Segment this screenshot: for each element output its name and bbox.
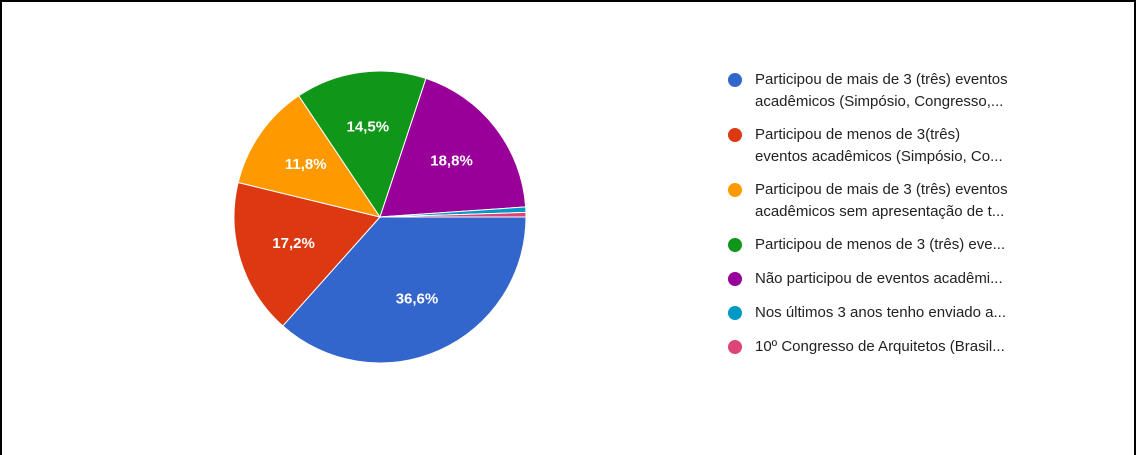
- legend-label: eventos acadêmicos (Simpósio, Co...: [755, 148, 1003, 165]
- legend-swatch: [728, 238, 742, 252]
- legend-label: Não participou de eventos acadêmi...: [755, 270, 1003, 287]
- legend-label: Participou de mais de 3 (três) eventos: [755, 71, 1008, 88]
- slice-label: 14,5%: [347, 118, 390, 135]
- pie-slice: [379, 77, 527, 218]
- legend-label: Nos últimos 3 anos tenho enviado a...: [755, 304, 1006, 321]
- legend-label: Participou de menos de 3(três): [755, 126, 960, 143]
- pie-slice: [282, 216, 527, 364]
- pie-slice: [298, 70, 427, 219]
- legend-label: acadêmicos sem apresentação de t...: [755, 203, 1004, 220]
- legend-swatch: [728, 128, 742, 142]
- pie-slice: [379, 211, 527, 218]
- pie-slice: [233, 181, 381, 327]
- legend-label: 10º Congresso de Arquitetos (Brasil...: [755, 338, 1005, 355]
- legend-label: Participou de mais de 3 (três) eventos: [755, 181, 1008, 198]
- legend-label: acadêmicos (Simpósio, Congresso,...: [755, 93, 1003, 110]
- legend-swatch: [728, 73, 742, 87]
- legend-swatch: [728, 183, 742, 197]
- legend-swatch: [728, 340, 742, 354]
- legend-swatch: [728, 272, 742, 286]
- pie-slice: [237, 95, 382, 218]
- legend-swatch: [728, 306, 742, 320]
- slice-label: 36,6%: [396, 291, 439, 308]
- slice-label: 17,2%: [272, 235, 315, 252]
- slice-label: 11,8%: [285, 156, 327, 173]
- legend-label: Participou de menos de 3 (três) eve...: [755, 236, 1005, 253]
- slice-label: 18,8%: [430, 152, 473, 169]
